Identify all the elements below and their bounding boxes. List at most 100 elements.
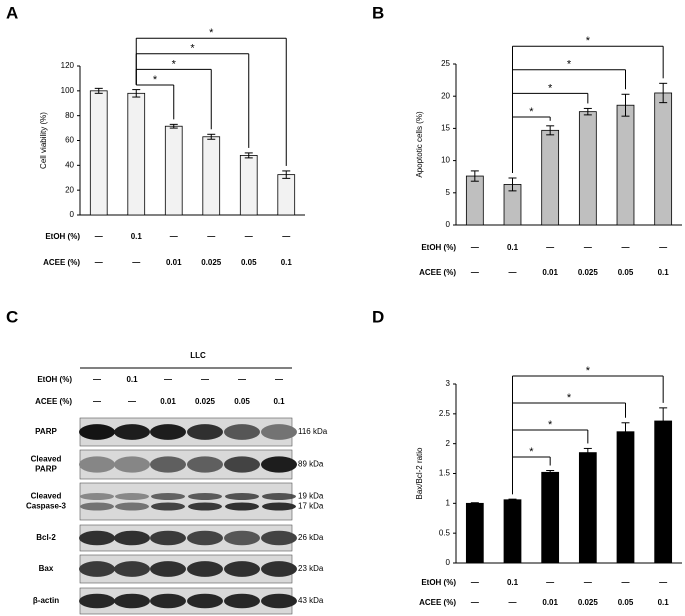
blot-band (187, 561, 223, 577)
row-value: — (282, 232, 290, 241)
bar (616, 104, 635, 226)
blot-band (150, 593, 186, 609)
row-label: EtOH (%) (45, 232, 80, 241)
y-tick-label: 15 (441, 124, 450, 133)
y-tick-label: 20 (441, 91, 450, 100)
band-size: 43 kDa (298, 596, 324, 605)
y-tick-label: 0 (446, 558, 451, 567)
row-label: ACEE (%) (35, 397, 72, 406)
blot-band (79, 530, 115, 546)
row-value: 0.025 (195, 397, 216, 406)
blot-band (80, 493, 114, 500)
y-tick-label: 2 (446, 439, 451, 448)
error-bar (583, 107, 592, 116)
blot-band (188, 502, 222, 511)
blot-band (114, 456, 150, 473)
blot-band (79, 561, 115, 577)
y-tick-label: 0 (446, 220, 451, 229)
significance: * (548, 419, 553, 431)
band-label: PARP (35, 465, 57, 474)
significance: * (586, 365, 591, 377)
y-tick-label: 5 (446, 188, 451, 197)
row-value: — (622, 243, 630, 252)
row-label: EtOH (%) (37, 375, 72, 384)
blot-band (225, 493, 259, 500)
blot-band (150, 456, 186, 473)
blot-band (262, 502, 296, 511)
significance: * (529, 446, 534, 458)
row-value: 0.025 (201, 258, 222, 267)
row-value: 0.1 (507, 578, 519, 587)
blot-title: LLC (190, 351, 206, 360)
band-size: 116 kDa (298, 427, 328, 436)
blot-band (150, 561, 186, 577)
band-size: 23 kDa (298, 564, 324, 573)
blot-band (114, 424, 150, 440)
row-value: 0.01 (542, 268, 558, 277)
error-bar (546, 470, 555, 475)
y-tick-label: 25 (441, 59, 450, 68)
band-label: Bax (39, 564, 54, 573)
blot-band (187, 456, 223, 473)
error-bar (508, 177, 517, 192)
row-value: — (546, 243, 554, 252)
blot-band (261, 561, 297, 577)
error-bar (282, 170, 291, 179)
blot-band (224, 530, 260, 546)
y-tick-label: 0 (70, 210, 75, 219)
row-label: ACEE (%) (419, 268, 456, 277)
band-label: Bcl-2 (36, 533, 56, 542)
band-size: 19 kDa (298, 492, 324, 501)
row-value: 0.05 (618, 268, 634, 277)
blot-band (114, 530, 150, 546)
blot-band (150, 530, 186, 546)
blot-band (262, 493, 296, 500)
row-value: — (95, 232, 103, 241)
bar (89, 90, 108, 216)
error-bar (169, 123, 178, 129)
significance: * (529, 106, 534, 118)
error-bar (94, 87, 103, 94)
y-tick-label: 10 (441, 156, 450, 165)
row-value: — (471, 243, 479, 252)
error-bar (659, 407, 668, 435)
row-value: — (584, 578, 592, 587)
row-value: — (245, 232, 253, 241)
row-value: — (509, 598, 517, 607)
blot-band (188, 493, 222, 500)
significance: * (586, 35, 591, 47)
y-tick-label: 60 (65, 136, 74, 145)
error-bar (546, 125, 555, 136)
blot-band (151, 502, 185, 511)
y-axis-label: Apoptotic cells (%) (415, 111, 424, 178)
panel-letter: C (6, 307, 18, 326)
blot-band (224, 424, 260, 440)
significance: * (190, 43, 195, 55)
row-label: ACEE (%) (419, 598, 456, 607)
blot-band (224, 561, 260, 577)
row-label: EtOH (%) (421, 578, 456, 587)
row-value: 0.05 (241, 258, 257, 267)
bar (127, 92, 146, 216)
blot-band (150, 424, 186, 440)
blot-band (261, 593, 297, 609)
bar (654, 420, 673, 564)
blot-band (187, 424, 223, 440)
row-value: 0.05 (618, 598, 634, 607)
blot-band (224, 593, 260, 609)
bar (164, 125, 183, 216)
blot-band (225, 502, 259, 511)
significance: * (548, 82, 553, 94)
row-value: 0.01 (166, 258, 182, 267)
blot-band (224, 456, 260, 473)
blot-band (151, 493, 185, 500)
row-value: — (170, 232, 178, 241)
y-tick-label: 1 (446, 498, 451, 507)
row-value: — (238, 375, 246, 384)
row-value: — (128, 397, 136, 406)
row-value: 0.05 (234, 397, 250, 406)
y-tick-label: 100 (61, 86, 75, 95)
row-value: — (132, 258, 140, 267)
row-label: EtOH (%) (421, 243, 456, 252)
y-axis-label: Cell viability (%) (39, 112, 48, 169)
